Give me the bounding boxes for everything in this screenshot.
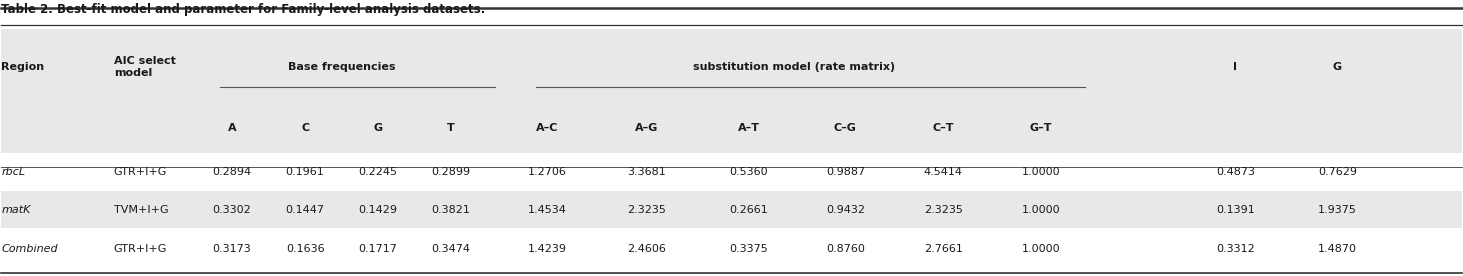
Text: 2.7661: 2.7661 — [923, 244, 963, 254]
Text: 1.0000: 1.0000 — [1021, 167, 1061, 177]
Text: Base frequencies: Base frequencies — [288, 62, 395, 72]
Text: 2.3235: 2.3235 — [923, 205, 963, 215]
Text: A–T: A–T — [737, 123, 759, 133]
Text: matK: matK — [1, 205, 31, 215]
Text: 4.5414: 4.5414 — [923, 167, 963, 177]
Text: 1.4870: 1.4870 — [1318, 244, 1358, 254]
Bar — [1, 153, 1462, 190]
Text: 0.9887: 0.9887 — [825, 167, 865, 177]
Text: 1.2706: 1.2706 — [528, 167, 568, 177]
Text: 2.3235: 2.3235 — [628, 205, 666, 215]
Text: C–T: C–T — [932, 123, 954, 133]
Text: 0.1717: 0.1717 — [358, 244, 398, 254]
Text: TVM+I+G: TVM+I+G — [114, 205, 168, 215]
Text: GTR+I+G: GTR+I+G — [114, 244, 167, 254]
Text: A: A — [228, 123, 237, 133]
Text: 0.3821: 0.3821 — [432, 205, 471, 215]
Text: 1.0000: 1.0000 — [1021, 244, 1061, 254]
Bar — [1, 230, 1462, 266]
Bar — [1, 191, 1462, 228]
Text: C: C — [301, 123, 309, 133]
Text: Combined: Combined — [1, 244, 59, 254]
Text: 1.4534: 1.4534 — [528, 205, 568, 215]
Text: 2.4606: 2.4606 — [628, 244, 666, 254]
Text: I: I — [1233, 62, 1238, 72]
Text: 0.3375: 0.3375 — [730, 244, 768, 254]
Text: substitution model (rate matrix): substitution model (rate matrix) — [693, 62, 895, 72]
Text: 0.4873: 0.4873 — [1216, 167, 1255, 177]
Text: 0.5360: 0.5360 — [730, 167, 768, 177]
Text: G–T: G–T — [1030, 123, 1052, 133]
Text: Region: Region — [1, 62, 44, 72]
Text: A–C: A–C — [537, 123, 559, 133]
Text: 0.9432: 0.9432 — [827, 205, 865, 215]
Text: 0.2661: 0.2661 — [730, 205, 768, 215]
Text: 1.9375: 1.9375 — [1318, 205, 1356, 215]
Text: AIC select
model: AIC select model — [114, 56, 176, 78]
Text: 0.1429: 0.1429 — [358, 205, 398, 215]
Text: 3.3681: 3.3681 — [628, 167, 666, 177]
Text: 0.1447: 0.1447 — [285, 205, 325, 215]
Text: 0.1961: 0.1961 — [285, 167, 325, 177]
Text: T: T — [448, 123, 455, 133]
Bar — [1, 29, 1462, 165]
Text: 0.3302: 0.3302 — [212, 205, 252, 215]
Text: rbcL: rbcL — [1, 167, 25, 177]
Text: A–G: A–G — [635, 123, 658, 133]
Text: 0.2894: 0.2894 — [212, 167, 252, 177]
Text: 0.1391: 0.1391 — [1216, 205, 1255, 215]
Text: 0.3474: 0.3474 — [432, 244, 471, 254]
Text: Table 2. Best-fit model and parameter for Family-level analysis datasets.: Table 2. Best-fit model and parameter fo… — [1, 3, 486, 16]
Text: GTR+I+G: GTR+I+G — [114, 167, 167, 177]
Text: 0.2245: 0.2245 — [358, 167, 398, 177]
Text: 0.3312: 0.3312 — [1216, 244, 1255, 254]
Text: 1.0000: 1.0000 — [1021, 205, 1061, 215]
Text: 0.3173: 0.3173 — [212, 244, 252, 254]
Text: 0.1636: 0.1636 — [285, 244, 325, 254]
Text: 0.7629: 0.7629 — [1318, 167, 1358, 177]
Text: 0.8760: 0.8760 — [827, 244, 865, 254]
Text: C–G: C–G — [834, 123, 857, 133]
Text: G: G — [373, 123, 383, 133]
Text: 0.2899: 0.2899 — [432, 167, 471, 177]
Text: 1.4239: 1.4239 — [528, 244, 568, 254]
Text: G: G — [1333, 62, 1342, 72]
